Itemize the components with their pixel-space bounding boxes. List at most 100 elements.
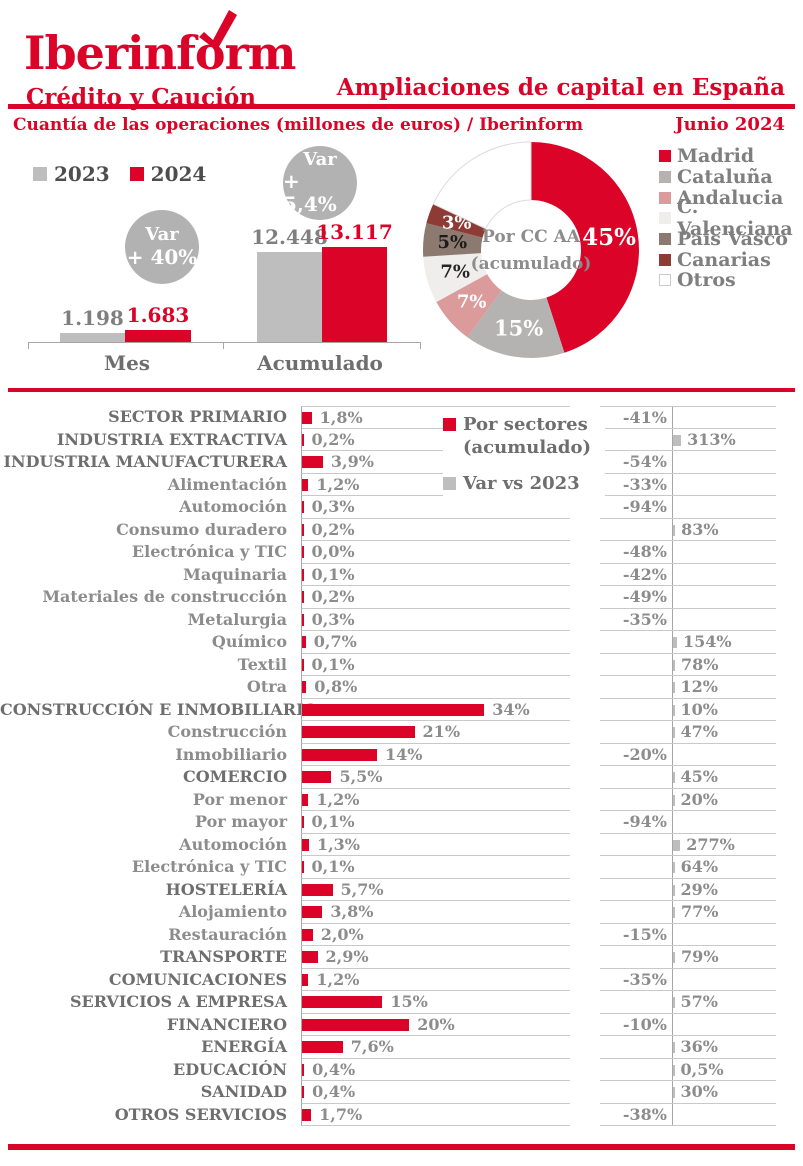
var-negative-value: -35% (622, 609, 667, 629)
var-cell: 10% (600, 699, 776, 721)
sector-value: 0,4% (312, 1082, 356, 1101)
legend-square-icon (659, 212, 671, 225)
var-bar (673, 862, 675, 873)
var-negative-value: -15% (622, 924, 667, 944)
donut-slice-label: 5% (438, 232, 468, 253)
var-cell: 154% (600, 631, 776, 654)
legend-label: Madrid (677, 145, 755, 168)
sector-row: Químico 0,7% 154% (0, 631, 803, 654)
sector-label: Alojamiento (178, 902, 287, 921)
sector-row: Alojamiento 3,8% 77% (0, 901, 803, 924)
var-negative-value: -20% (622, 744, 667, 764)
sector-row: COMUNICACIONES 1,2% -35% (0, 968, 803, 992)
sector-value: 0,8% (314, 677, 358, 696)
sector-label: INDUSTRIA EXTRACTIVA (56, 429, 287, 449)
var-positive-value: 57% (680, 992, 718, 1011)
legend-item-andalucia: Andalucia (659, 186, 803, 209)
donut-slice-pa-s-vasco (423, 223, 483, 257)
var-positive-value: 10% (680, 699, 718, 719)
var-positive-value: 154% (683, 632, 732, 651)
var-bar (673, 997, 675, 1008)
var-positive-value: 30% (680, 1082, 718, 1101)
column-gap (570, 564, 600, 587)
sector-label: HOSTELERÍA (165, 879, 287, 899)
variation-value: + 5,4% (283, 169, 337, 217)
sector-bar-cell: 14% (301, 743, 570, 766)
var-negative-value: -35% (622, 969, 667, 989)
sector-value: 0,3% (311, 609, 355, 629)
legend-label: Var vs 2023 (463, 473, 580, 494)
sector-bar (302, 951, 318, 963)
var-cell: -94% (600, 811, 776, 834)
sector-bar (302, 726, 415, 738)
sector-bar-cell: 0,0% (301, 541, 570, 564)
var-negative-value: -94% (622, 812, 667, 831)
var-positive-value: 277% (686, 834, 735, 854)
sector-value: 0,1% (311, 654, 355, 674)
sector-value: 14% (385, 744, 423, 764)
sector-bar-cell: 3,9% (301, 451, 570, 474)
legend-label: País Vasco (677, 228, 788, 251)
var-cell: -41% (600, 406, 776, 429)
sector-label: Electrónica y TIC (131, 857, 287, 876)
sector-value: 5,7% (340, 879, 384, 899)
sector-row: INDUSTRIA MANUFACTURERA 3,9% -54% (0, 451, 803, 474)
sector-bar-cell: 34% (301, 698, 570, 721)
donut-legend: Madrid Cataluña Andalucia C. Valenciana País… (659, 145, 803, 291)
var-cell: 45% (600, 766, 776, 789)
column-gap (570, 969, 600, 992)
sector-label: OTROS SERVICIOS (114, 1104, 287, 1124)
sector-row: Metalurgia 0,3% -35% (0, 608, 803, 631)
var-cell: 77% (600, 901, 776, 924)
sector-bar (302, 546, 304, 558)
sector-label: EDUCACIÓN (173, 1059, 287, 1079)
sector-bar-cell: 1,2% (301, 788, 570, 811)
var-cell: 83% (600, 519, 776, 541)
sector-row: Por mayor 0,1% -94% (0, 811, 803, 834)
sector-row: SECTOR PRIMARIO 1,8% -41% (0, 406, 803, 429)
column-gap (570, 676, 600, 699)
sector-row: Automoción 0,3% -94% (0, 496, 803, 519)
var-cell: -15% (600, 924, 776, 946)
sector-bar-cell: 1,2% (301, 968, 570, 991)
sector-bar-cell: 20% (301, 1013, 570, 1036)
var-cell: 36% (600, 1036, 776, 1059)
var-cell: -48% (600, 541, 776, 564)
column-gap (570, 654, 600, 677)
var-cell: 79% (600, 946, 776, 969)
sector-row: Alimentación 1,2% -33% (0, 473, 803, 496)
sector-label: Inmobiliario (175, 744, 287, 764)
category-label-mes: Mes (103, 351, 151, 375)
var-cell: 29% (600, 879, 776, 901)
var-negative-value: -48% (622, 542, 667, 561)
sector-value: 3,9% (330, 452, 374, 471)
sector-bar-cell: 0,2% (301, 586, 570, 609)
sector-value: 0,1% (311, 812, 355, 831)
donut-center-text: Por CC AA (482, 226, 580, 247)
sector-bar (302, 703, 485, 716)
sector-label: SERVICIOS A EMPRESA (69, 992, 287, 1011)
category-label-acumulado: Acumulado (257, 351, 383, 375)
bar-2023-mes (60, 333, 125, 342)
sector-bar-cell: 5,7% (301, 878, 570, 901)
var-cell: -33% (600, 474, 776, 496)
column-gap (570, 1036, 600, 1059)
var-negative-value: -94% (622, 497, 667, 516)
donut-slice-andalucia (436, 274, 502, 338)
legend-label-line2: (acumulado) (463, 436, 591, 458)
sector-legend: Por sectores (acumulado) Var vs 2023 (443, 414, 605, 510)
legend-square-icon (659, 274, 671, 287)
sector-label: COMERCIO (182, 767, 287, 786)
legend-label: Andalucia (677, 186, 784, 209)
sector-bar-cell: 1,3% (301, 833, 570, 856)
sector-row: OTROS SERVICIOS 1,7% -38% (0, 1103, 803, 1126)
column-gap (570, 991, 600, 1014)
sector-row: Textil 0,1% 78% (0, 653, 803, 677)
sector-row: TRANSPORTE 2,9% 79% (0, 946, 803, 969)
column-gap (570, 766, 600, 789)
bar-value-label: 1.198 (61, 306, 124, 331)
sector-label: Construcción (167, 722, 287, 741)
column-gap (570, 856, 600, 879)
var-negative-value: -49% (622, 587, 667, 606)
legend-label: Por sectores (463, 414, 588, 435)
